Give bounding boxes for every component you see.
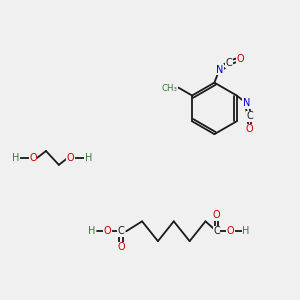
Text: O: O bbox=[67, 153, 75, 163]
Text: O: O bbox=[236, 54, 244, 64]
Text: O: O bbox=[118, 242, 125, 252]
Text: C: C bbox=[118, 226, 124, 236]
Text: H: H bbox=[88, 226, 95, 236]
Text: O: O bbox=[213, 210, 220, 220]
Text: C: C bbox=[226, 58, 232, 68]
Text: O: O bbox=[29, 153, 37, 163]
Text: C: C bbox=[246, 111, 253, 121]
Text: O: O bbox=[103, 226, 111, 236]
Text: H: H bbox=[12, 153, 19, 163]
Text: H: H bbox=[242, 226, 250, 236]
Text: O: O bbox=[226, 226, 234, 236]
Text: N: N bbox=[243, 98, 250, 108]
Text: O: O bbox=[246, 124, 254, 134]
Text: CH₃: CH₃ bbox=[161, 84, 177, 93]
Text: N: N bbox=[216, 65, 223, 75]
Text: H: H bbox=[85, 153, 92, 163]
Text: C: C bbox=[213, 226, 220, 236]
